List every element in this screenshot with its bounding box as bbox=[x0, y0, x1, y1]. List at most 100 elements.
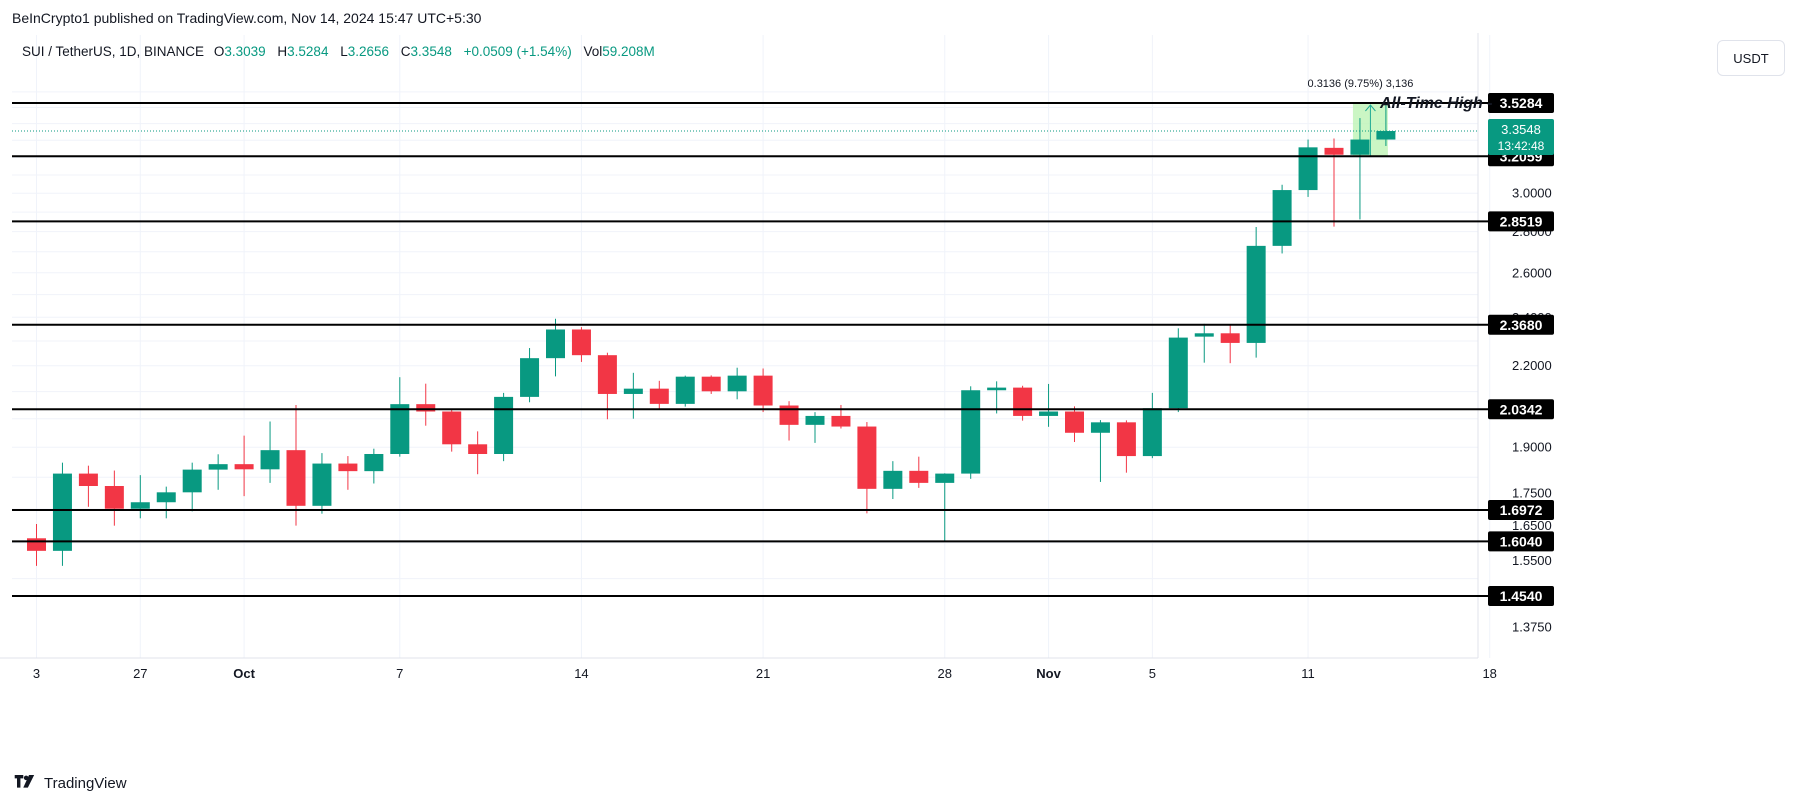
legend-volume-value: 59.208M bbox=[602, 44, 655, 59]
candle-body[interactable] bbox=[987, 387, 1007, 391]
level-price-label: 1.6040 bbox=[1500, 533, 1543, 549]
time-tick-label: 11 bbox=[1301, 666, 1315, 681]
candle-body[interactable] bbox=[104, 486, 124, 509]
candle-body[interactable] bbox=[390, 404, 410, 454]
candle-body[interactable] bbox=[1298, 147, 1318, 191]
candle-body[interactable] bbox=[1168, 337, 1188, 409]
tradingview-logo-icon bbox=[14, 775, 35, 788]
candle-body[interactable] bbox=[1039, 411, 1059, 416]
price-tick-label: 2.6000 bbox=[1512, 265, 1552, 280]
last-price-countdown: 13:42:48 bbox=[1498, 139, 1545, 153]
candle-body[interactable] bbox=[520, 358, 540, 397]
candle-body[interactable] bbox=[468, 444, 488, 454]
level-price-label: 2.8519 bbox=[1500, 213, 1543, 229]
candle-body[interactable] bbox=[1246, 245, 1266, 343]
legend-open-value: 3.3039 bbox=[224, 44, 266, 59]
last-price-value: 3.3548 bbox=[1501, 122, 1541, 137]
candle-body[interactable] bbox=[1142, 408, 1162, 457]
chart-frame[interactable]: 3.40003.00002.80002.60002.40002.20001.90… bbox=[0, 33, 1804, 758]
currency-button[interactable]: USDT bbox=[1717, 40, 1785, 76]
candle-body[interactable] bbox=[753, 375, 773, 406]
candle-body[interactable] bbox=[234, 464, 254, 470]
symbol-legend: SUI / TetherUS, 1D, BINANCE O3.3039 H3.5… bbox=[22, 44, 663, 59]
level-price-label: 3.5284 bbox=[1500, 95, 1543, 111]
legend-close-value: 3.3548 bbox=[410, 44, 452, 59]
candle-body[interactable] bbox=[312, 463, 332, 506]
candle-body[interactable] bbox=[494, 396, 514, 454]
candle-body[interactable] bbox=[182, 469, 202, 493]
candle-body[interactable] bbox=[1220, 333, 1240, 343]
candle-body[interactable] bbox=[546, 329, 565, 359]
candle-body[interactable] bbox=[364, 453, 384, 472]
candle-body[interactable] bbox=[27, 538, 46, 551]
level-price-tag bbox=[1488, 586, 1554, 606]
legend-high-label: H bbox=[277, 44, 288, 59]
level-price-tag bbox=[1488, 531, 1554, 552]
time-tick-label: Oct bbox=[233, 666, 255, 681]
candle-body[interactable] bbox=[857, 426, 877, 489]
candle-body[interactable] bbox=[623, 388, 643, 394]
time-tick-label: Nov bbox=[1036, 666, 1061, 681]
candle-body[interactable] bbox=[52, 473, 72, 551]
candle-body[interactable] bbox=[961, 390, 981, 474]
tradingview-footer[interactable]: TradingView bbox=[12, 772, 127, 794]
candle-body[interactable] bbox=[286, 450, 306, 506]
candle-body[interactable] bbox=[909, 470, 929, 483]
candle-body[interactable] bbox=[649, 388, 669, 404]
candle-body[interactable] bbox=[338, 463, 358, 472]
level-price-tag bbox=[1488, 211, 1554, 232]
legend-low-label: L bbox=[340, 44, 348, 59]
price-tick-label: 1.6500 bbox=[1512, 518, 1552, 533]
candle-body[interactable] bbox=[701, 376, 721, 392]
candle-body[interactable] bbox=[1116, 422, 1136, 457]
candle-body[interactable] bbox=[416, 404, 436, 412]
time-tick-label: 21 bbox=[756, 666, 770, 681]
legend-change: +0.0509 (+1.54%) bbox=[463, 44, 572, 59]
candle-body[interactable] bbox=[1324, 147, 1344, 155]
legend-open-label: O bbox=[213, 44, 225, 59]
published-caption: BeInCrypto1 published on TradingView.com… bbox=[12, 10, 482, 26]
candle-body[interactable] bbox=[78, 473, 98, 487]
candle-body[interactable] bbox=[1350, 139, 1370, 155]
candle-body[interactable] bbox=[130, 502, 150, 509]
legend-volume-label: Vol bbox=[583, 44, 603, 59]
legend-symbol: SUI / TetherUS, 1D, BINANCE bbox=[22, 44, 205, 59]
level-price-label: 1.6972 bbox=[1500, 502, 1543, 518]
candle-body[interactable] bbox=[597, 355, 617, 394]
time-tick-label: 7 bbox=[396, 666, 403, 681]
legend-close-label: C bbox=[400, 44, 411, 59]
candle-body[interactable] bbox=[1013, 387, 1033, 416]
candle-body[interactable] bbox=[1065, 411, 1084, 433]
candle-body[interactable] bbox=[883, 470, 903, 489]
candle-body[interactable] bbox=[727, 375, 747, 392]
candle-body[interactable] bbox=[831, 415, 851, 427]
candle-body[interactable] bbox=[156, 492, 176, 503]
all-time-high-annotation: All-Time High - bbox=[1379, 95, 1493, 112]
time-tick-label: 14 bbox=[574, 666, 588, 681]
legend-high-value: 3.5284 bbox=[287, 44, 329, 59]
candle-body[interactable] bbox=[442, 411, 462, 445]
candle-body[interactable] bbox=[260, 450, 280, 470]
level-price-tag bbox=[1488, 399, 1554, 420]
last-price-tag bbox=[1488, 119, 1554, 156]
candle-body[interactable] bbox=[935, 473, 955, 483]
candle-body[interactable] bbox=[1090, 422, 1110, 433]
level-price-tag bbox=[1488, 93, 1554, 113]
price-tick-label: 1.3750 bbox=[1512, 620, 1552, 635]
candle-body[interactable] bbox=[675, 376, 695, 404]
legend-low-value: 3.2656 bbox=[347, 44, 390, 59]
measure-arrow-head bbox=[1365, 104, 1376, 112]
candle-body[interactable] bbox=[208, 464, 228, 470]
level-price-tag bbox=[1488, 499, 1554, 520]
price-tick-label: 2.2000 bbox=[1512, 358, 1552, 373]
candle-body[interactable] bbox=[571, 329, 591, 356]
candle-body[interactable] bbox=[1272, 190, 1292, 246]
candle-body[interactable] bbox=[1194, 333, 1214, 337]
price-chart[interactable]: 3.40003.00002.80002.60002.40002.20001.90… bbox=[0, 33, 1804, 758]
candle-body[interactable] bbox=[805, 415, 825, 425]
candle-body[interactable] bbox=[779, 405, 799, 425]
time-tick-label: 5 bbox=[1149, 666, 1156, 681]
price-tick-label: 1.9000 bbox=[1512, 440, 1552, 455]
time-tick-label: 28 bbox=[938, 666, 952, 681]
candle-body[interactable] bbox=[1376, 131, 1396, 140]
